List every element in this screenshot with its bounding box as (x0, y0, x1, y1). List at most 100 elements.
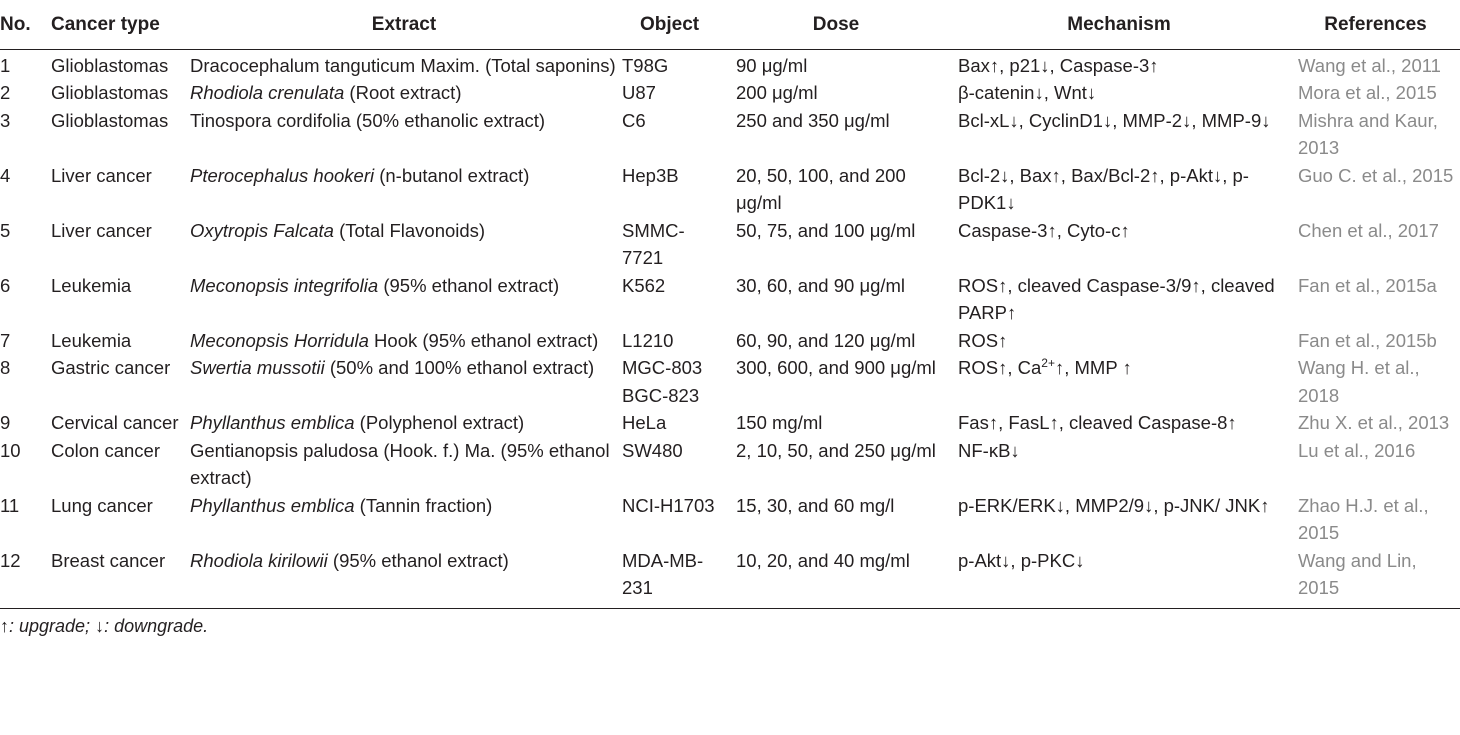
cancer-type: Liver cancer (51, 164, 152, 186)
mechanism: Bcl-2↓, Bax↑, Bax/Bcl-2↑, p-Akt↓, p-PDK1… (958, 164, 1249, 214)
extract-cell: Gentianopsis paludosa (Hook. f.) Ma. (95… (190, 437, 618, 492)
row-number: 8 (0, 357, 11, 378)
object-cell-line: SW480 (622, 439, 683, 461)
mechanism: ROS↑ (958, 329, 1008, 351)
table-footnote: ↑: upgrade; ↓: downgrade. (0, 615, 209, 636)
table-header-row: No. Cancer type Extract Object Dose Mech… (0, 0, 1460, 50)
cancer-type: Colon cancer (51, 439, 161, 461)
reference-link: Wang H. et al., 2018 (1298, 357, 1420, 406)
extract-cell: Rhodiola kirilowii (95% ethanol extract) (190, 547, 618, 609)
dose: 15, 30, and 60 mg/l (736, 494, 895, 516)
object-cell-line: MGC-803 BGC-823 (622, 357, 703, 406)
reference-link: Wang and Lin, 2015 (1298, 549, 1417, 599)
cancer-type: Leukemia (51, 329, 132, 351)
row-number: 7 (0, 329, 11, 351)
mechanism: Caspase-3↑, Cyto-c↑ (958, 219, 1130, 241)
row-number: 2 (0, 82, 11, 103)
header-mechanism: Mechanism (947, 0, 1291, 50)
cancer-type: Liver cancer (51, 219, 152, 241)
object-cell-line: K562 (622, 274, 666, 296)
extract-detail: (95% ethanol extract) (327, 549, 509, 571)
table-row: 1 Glioblastomas Dracocephalum tanguticum M… (0, 49, 1460, 79)
extract-detail: (Polyphenol extract) (354, 412, 525, 433)
mechanism-text: ↑, MMP ↑ (1054, 357, 1132, 378)
mechanism: Bcl-xL↓, CyclinD1↓, MMP-2↓, MMP-9↓ (958, 109, 1271, 131)
object-cell-line: C6 (622, 109, 646, 131)
extract-species: Pterocephalus hookeri (190, 164, 375, 186)
reference-link: Lu et al., 2016 (1298, 439, 1416, 461)
reference-link: Fan et al., 2015b (1298, 329, 1437, 351)
extract-detail: (95% ethanol extract) (378, 274, 560, 296)
mechanism-superscript: 2+ (1041, 355, 1055, 370)
table-row: 4 Liver cancer Pterocephalus hookeri (n-bu… (0, 162, 1460, 217)
reference-link: Fan et al., 2015a (1298, 274, 1437, 296)
extract-cell: Rhodiola crenulata (Root extract) (190, 79, 618, 107)
header-references: References (1291, 0, 1460, 50)
row-number: 5 (0, 219, 11, 241)
extract-species: Rhodiola crenulata (190, 82, 345, 103)
extract-species: Oxytropis Falcata (190, 219, 334, 241)
extract-species: Meconopsis integrifolia (190, 274, 379, 296)
mechanism: Fas↑, FasL↑, cleaved Caspase-8↑ (958, 412, 1237, 433)
extract-detail: (Total Flavonoids) (333, 219, 486, 241)
cancer-type: Glioblastomas (51, 109, 169, 131)
row-number: 4 (0, 164, 11, 186)
extract-cell: Meconopsis Horridula Hook (95% ethanol e… (190, 327, 618, 355)
object-cell-line: SMMC-7721 (622, 219, 685, 269)
extract-species: Rhodiola kirilowii (190, 549, 328, 571)
extract-detail: Dracocephalum tanguticum Maxim. (Total s… (190, 54, 616, 76)
header-object: Object (618, 0, 725, 50)
extract-detail: (Tannin fraction) (354, 494, 493, 516)
reference-link: Wang et al., 2011 (1298, 54, 1441, 76)
header-dose: Dose (725, 0, 947, 50)
reference-link: Mishra and Kaur, 2013 (1298, 109, 1438, 159)
object-cell-line: NCI-H1703 (622, 494, 715, 516)
mechanism: ROS↑, Ca2+↑, MMP ↑ (947, 354, 1291, 409)
mechanism: ROS↑, cleaved Caspase-3/9↑, cleaved PARP… (958, 274, 1275, 324)
extract-cell: Dracocephalum tanguticum Maxim. (Total s… (190, 49, 618, 79)
extract-cell: Meconopsis integrifolia (95% ethanol ext… (190, 272, 618, 327)
mechanism: Bax↑, p21↓, Caspase-3↑ (958, 54, 1159, 76)
header-extract: Extract (190, 0, 618, 50)
extract-detail: (Root extract) (344, 82, 462, 103)
object-cell-line: U87 (622, 82, 656, 103)
table-body: 1 Glioblastomas Dracocephalum tanguticum M… (0, 49, 1460, 608)
extract-cell: Phyllanthus emblica (Polyphenol extract) (190, 409, 618, 437)
row-number: 9 (0, 412, 11, 433)
extract-species: Swertia mussotii (190, 357, 325, 378)
dose: 30, 60, and 90 μg/ml (736, 274, 906, 296)
object-cell-line: T98G (622, 54, 669, 76)
extract-species: Phyllanthus emblica (190, 412, 355, 433)
dose: 200 μg/ml (736, 82, 818, 103)
table-row: 5 Liver cancer Oxytropis Falcata (Total Fl… (0, 217, 1460, 272)
extract-detail: Hook (95% ethanol extract) (368, 329, 599, 351)
extract-species: Phyllanthus emblica (190, 494, 355, 516)
table-row: 10 Colon cancer Gentianopsis paludosa (Hoo… (0, 437, 1460, 492)
extract-cell: Swertia mussotii (50% and 100% ethanol e… (190, 354, 618, 409)
table-row: 11 Lung cancer Phyllanthus emblica (Tannin… (0, 492, 1460, 547)
extract-detail: (50% and 100% ethanol extract) (324, 357, 595, 378)
dose: 50, 75, and 100 μg/ml (736, 219, 916, 241)
row-number: 3 (0, 109, 11, 131)
table-row: 8 Gastric cancer Swertia mussotii (50% and… (0, 354, 1460, 409)
cancer-type: Gastric cancer (51, 357, 171, 378)
table-row: 6 Leukemia Meconopsis integrifolia (95% et… (0, 272, 1460, 327)
reference-link: Mora et al., 2015 (1298, 82, 1437, 103)
table-row: 3 Glioblastomas Tinospora cordifolia (50% … (0, 107, 1460, 162)
cancer-type: Cervical cancer (51, 412, 179, 433)
extract-cell: Pterocephalus hookeri (n-butanol extract… (190, 162, 618, 217)
reference-link: Guo C. et al., 2015 (1298, 164, 1454, 186)
mechanism: NF-κB↓ (958, 439, 1020, 461)
reference-link: Chen et al., 2017 (1298, 219, 1439, 241)
object-cell-line: HeLa (622, 412, 667, 433)
cancer-type: Glioblastomas (51, 54, 169, 76)
row-number: 10 (0, 439, 21, 461)
table-row: 9 Cervical cancer Phyllanthus emblica (Pol… (0, 409, 1460, 437)
cancer-type: Breast cancer (51, 549, 166, 571)
row-number: 11 (0, 494, 20, 516)
reference-link: Zhu X. et al., 2013 (1298, 412, 1450, 433)
object-cell-line: L1210 (622, 329, 674, 351)
object-cell-line: MDA-MB-231 (622, 549, 704, 599)
mechanism: p-ERK/ERK↓, MMP2/9↓, p-JNK/ JNK↑ (958, 494, 1270, 516)
table-row: 12 Breast cancer Rhodiola kirilowii (95% e… (0, 547, 1460, 609)
